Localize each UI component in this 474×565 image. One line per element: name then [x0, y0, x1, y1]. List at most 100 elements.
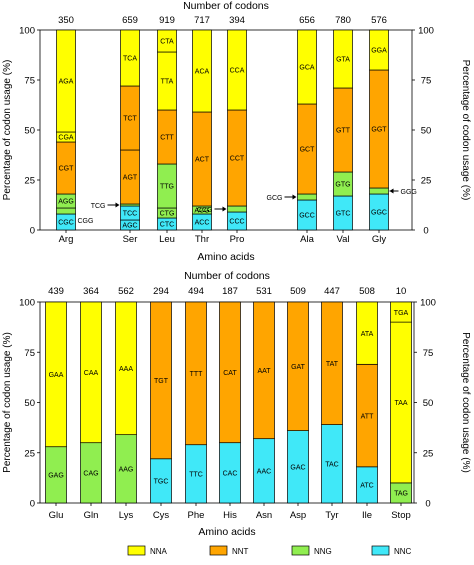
- codon-count-label: 576: [371, 15, 387, 26]
- segment-label-aca: ACA: [195, 69, 210, 76]
- bar-tyr: TAC TAT 447 Tyr: [321, 286, 343, 521]
- segment-label-gat: GAT: [291, 364, 306, 371]
- y-axis-label-left: Percentage of codon usage (%): [2, 60, 13, 201]
- y-axis-label-right: Percentage of codon usage (%): [460, 332, 471, 473]
- segment-label-gtt: GTT: [336, 128, 351, 135]
- y-tick-label-right: 75: [421, 76, 432, 87]
- segment-label-gta: GTA: [336, 57, 350, 64]
- segment-label-gtc: GTC: [336, 211, 351, 218]
- bar-lys: AAG AAA 562 Lys: [115, 286, 137, 521]
- x-tick-label: Glu: [49, 510, 64, 521]
- segment-label-cgt: CGT: [59, 166, 75, 173]
- legend-label-nna: NNA: [150, 547, 168, 556]
- callout-tcg: TCG: [91, 202, 120, 210]
- bar-pro: CCC CCT CCA 394 Pro: [227, 15, 247, 245]
- segment-label-tta: TTA: [161, 79, 174, 86]
- y-tick-label-right: 100: [418, 26, 434, 37]
- bar-arg: CGC AGG CGT CGA AGA 350 Arg: [56, 15, 76, 245]
- segment-label-ctg: CTG: [160, 211, 175, 218]
- legend-label-nnc: NNC: [394, 547, 412, 556]
- callout-label: CGG: [78, 218, 94, 225]
- codon-count-label: 656: [299, 15, 315, 26]
- segment-label-ata: ATA: [361, 331, 374, 338]
- segment-label-tgt: TGT: [154, 378, 169, 385]
- bar-segment-gaa: [45, 301, 67, 448]
- y-tick-label-right: 25: [421, 176, 432, 187]
- x-tick-label: Gly: [372, 234, 387, 245]
- x-tick-label: Arg: [59, 234, 74, 245]
- y-tick-label-left: 100: [19, 26, 35, 37]
- y-tick-label-left: 50: [24, 126, 35, 137]
- bar-ala: GCC GCT GCA 656 Ala: [297, 15, 317, 245]
- bar-segment-ccg: [227, 205, 247, 213]
- y-tick-label-left: 100: [19, 298, 35, 309]
- segment-label-act: ACT: [195, 157, 210, 164]
- codon-count-label: 531: [256, 286, 272, 297]
- segment-label-ctc: CTC: [160, 222, 174, 229]
- y-axis-label-right: Percentage of codon usage (%): [460, 60, 471, 201]
- segment-label-tgc: TGC: [154, 479, 169, 486]
- legend-swatch-nnt: [209, 545, 228, 556]
- segment-label-caa: CAA: [84, 370, 99, 377]
- segment-label-tct: TCT: [123, 116, 137, 123]
- y-tick-label-right: 50: [423, 398, 434, 409]
- x-axis-label: Amino acids: [197, 251, 254, 263]
- segment-label-agg: AGG: [58, 199, 74, 206]
- callout-label: CCG: [197, 207, 213, 214]
- bar-segment-gca: [297, 29, 317, 105]
- bar-segment-gta: [333, 29, 353, 89]
- callout-cgg: CGG: [78, 218, 94, 225]
- segment-label-cca: CCA: [230, 68, 245, 75]
- chart-title: Number of codons: [183, 0, 269, 12]
- segment-label-tca: TCA: [123, 56, 137, 63]
- bar-segment-tca: [120, 29, 140, 87]
- segment-label-aaa: AAA: [119, 366, 133, 373]
- segment-label-aga: AGA: [59, 79, 74, 86]
- bar-segment-cca: [227, 29, 247, 111]
- x-tick-label: Tyr: [325, 510, 338, 521]
- codon-count-label: 364: [83, 286, 99, 297]
- bar-segment-gat: [287, 301, 309, 431]
- bar-ser: AGC TCC AGT TCT TCA 659 Ser: [120, 15, 140, 245]
- chart-panel-1: Number of codons 0 100 25 75 50 50 75 25 100 0 Perc…: [2, 0, 471, 263]
- segment-label-agc: AGC: [122, 223, 137, 230]
- callout-arrowhead: [292, 194, 297, 200]
- x-tick-label: Pro: [230, 234, 245, 245]
- bar-segment-ata: [356, 301, 378, 365]
- y-tick-label-left: 25: [24, 176, 35, 187]
- segment-label-tcc: TCC: [123, 211, 137, 218]
- x-tick-label: Thr: [195, 234, 209, 245]
- segment-label-ttt: TTT: [190, 371, 204, 378]
- bar-segment-tga: [390, 301, 412, 323]
- segment-label-gcc: GCC: [299, 213, 315, 220]
- segment-label-gaa: GAA: [49, 372, 64, 379]
- y-tick-label-left: 50: [24, 398, 35, 409]
- codon-count-label: 447: [324, 286, 340, 297]
- segment-label-cgc: CGC: [58, 220, 74, 227]
- x-tick-label: Asn: [256, 510, 272, 521]
- y-tick-label-right: 75: [423, 348, 434, 359]
- bar-segment-ggg: [369, 187, 389, 195]
- codon-count-label: 508: [359, 286, 375, 297]
- segment-label-cag: CAG: [83, 471, 98, 478]
- x-tick-label: Ser: [123, 234, 138, 245]
- y-tick-label-left: 0: [30, 499, 35, 510]
- callout-arrowhead: [222, 206, 227, 212]
- callout-gcg: GCG: [267, 194, 297, 202]
- x-tick-label: Gln: [84, 510, 99, 521]
- chart-title: Number of codons: [184, 270, 270, 282]
- callout-label: TCG: [91, 203, 106, 210]
- bar-segment-aat: [253, 301, 275, 440]
- codon-count-label: 562: [118, 286, 134, 297]
- bar-cys: TGC TGT 294 Cys: [150, 286, 172, 521]
- bar-segment-cat: [219, 301, 241, 444]
- bar-segment-cgg: [56, 207, 76, 215]
- segment-label-att: ATT: [361, 413, 374, 420]
- bar-segment-cta: [157, 29, 177, 53]
- segment-label-gca: GCA: [299, 65, 315, 72]
- segment-label-cct: CCT: [230, 156, 245, 163]
- callout-ccg: CCG: [197, 206, 227, 214]
- y-tick-label-left: 75: [24, 76, 35, 87]
- y-axis-label-left: Percentage of codon usage (%): [2, 332, 13, 473]
